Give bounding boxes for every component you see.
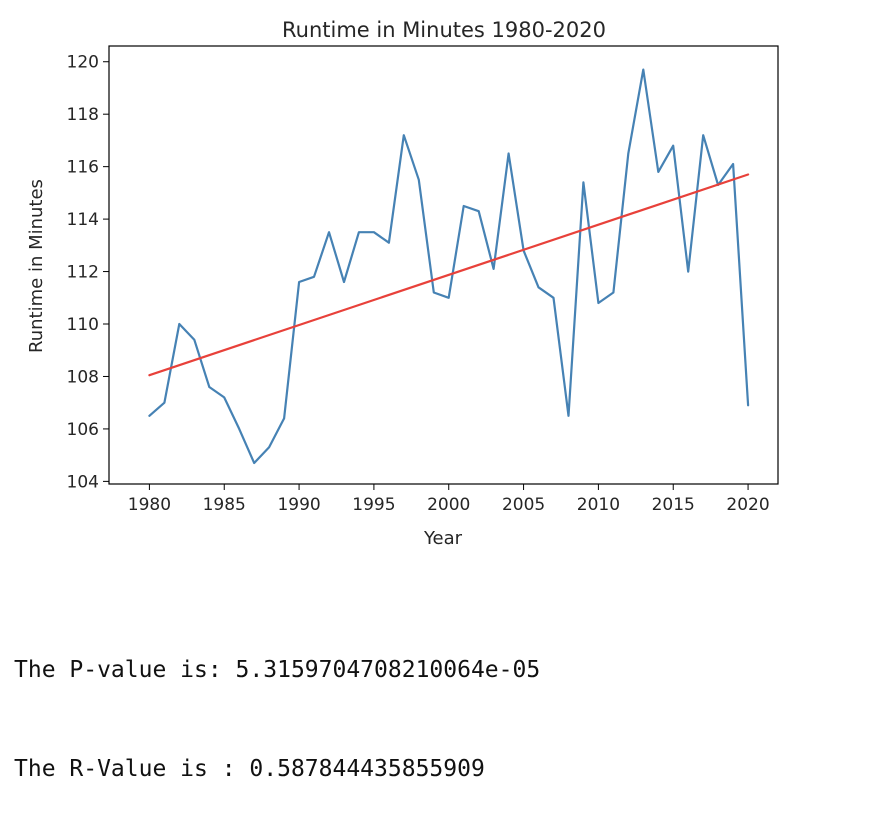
series-group — [148, 68, 750, 465]
y-tick-label: 110 — [67, 315, 99, 335]
x-axis: 1980 1985 1990 1995 2000 2005 2010 2015 2020 — [128, 484, 770, 515]
x-tick-label: 1995 — [352, 495, 395, 515]
y-tick-label: 112 — [67, 263, 99, 283]
x-tick-label: 1980 — [128, 495, 171, 515]
chart-title: Runtime in Minutes 1980-2020 — [282, 18, 606, 42]
line-chart: Runtime in Minutes 1980-2020 1980 1985 199… — [26, 18, 779, 549]
y-tick-label: 108 — [67, 367, 99, 387]
x-tick-label: 2015 — [652, 495, 695, 515]
y-tick-label: 114 — [67, 210, 99, 230]
console-output: The P-value is: 5.3159704708210064e-05 T… — [14, 588, 540, 819]
plot-area — [108, 45, 779, 485]
y-axis-label: Runtime in Minutes — [26, 179, 47, 353]
x-tick-label: 2020 — [726, 495, 769, 515]
runtime-series-line — [148, 68, 750, 465]
y-tick-label: 104 — [67, 472, 99, 492]
x-tick-label: 2005 — [502, 495, 545, 515]
x-tick-label: 1990 — [277, 495, 320, 515]
y-tick-label: 118 — [67, 105, 99, 125]
x-axis-label: Year — [423, 528, 463, 549]
y-tick-label: 120 — [67, 53, 99, 73]
p-value-line: The P-value is: 5.3159704708210064e-05 — [14, 657, 541, 683]
x-tick-label: 2000 — [427, 495, 470, 515]
r-value-line: The R-Value is : 0.587844435855909 — [14, 756, 485, 782]
x-tick-label: 1985 — [203, 495, 246, 515]
y-tick-label: 106 — [67, 420, 99, 440]
x-tick-label: 2010 — [577, 495, 620, 515]
regression-line — [148, 173, 750, 377]
y-axis: 104 106 108 110 112 114 116 118 120 — [67, 53, 109, 492]
y-tick-label: 116 — [67, 158, 99, 178]
